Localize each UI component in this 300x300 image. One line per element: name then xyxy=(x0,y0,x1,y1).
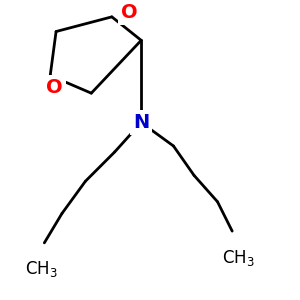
Text: CH$_3$: CH$_3$ xyxy=(25,259,58,279)
Text: O: O xyxy=(46,78,63,97)
Text: CH$_3$: CH$_3$ xyxy=(222,248,254,268)
Text: N: N xyxy=(133,113,149,132)
Text: O: O xyxy=(121,3,138,22)
